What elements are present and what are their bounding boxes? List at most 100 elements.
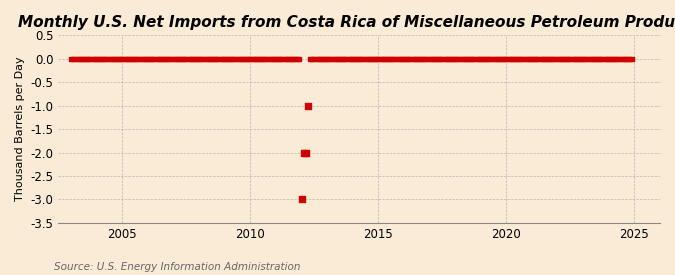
Point: [369, 57, 379, 61]
Point: [109, 57, 119, 61]
Point: [100, 57, 111, 61]
Point: [561, 57, 572, 61]
Point: [506, 57, 516, 61]
Point: [471, 57, 482, 61]
Point: [117, 57, 128, 61]
Point: [569, 57, 580, 61]
Point: [418, 57, 429, 61]
Point: [78, 57, 89, 61]
Point: [228, 57, 239, 61]
Point: [501, 57, 512, 61]
Point: [320, 57, 331, 61]
Point: [622, 57, 633, 61]
Point: [392, 57, 403, 61]
Point: [614, 57, 625, 61]
Point: [388, 57, 399, 61]
Point: [245, 57, 256, 61]
Point: [284, 57, 294, 61]
Point: [126, 57, 136, 61]
Point: [535, 57, 546, 61]
Point: [290, 57, 300, 61]
Point: [200, 57, 211, 61]
Point: [533, 57, 544, 61]
Point: [168, 57, 179, 61]
Text: Source: U.S. Energy Information Administration: Source: U.S. Energy Information Administ…: [54, 262, 300, 272]
Point: [202, 57, 213, 61]
Point: [298, 150, 309, 155]
Point: [595, 57, 605, 61]
Point: [213, 57, 224, 61]
Point: [627, 57, 638, 61]
Point: [354, 57, 364, 61]
Point: [300, 150, 311, 155]
Point: [217, 57, 228, 61]
Point: [396, 57, 407, 61]
Point: [85, 57, 96, 61]
Point: [411, 57, 422, 61]
Point: [546, 57, 557, 61]
Point: [567, 57, 578, 61]
Point: [183, 57, 194, 61]
Point: [431, 57, 441, 61]
Point: [364, 57, 375, 61]
Point: [572, 57, 583, 61]
Point: [292, 57, 302, 61]
Point: [539, 57, 550, 61]
Point: [192, 57, 202, 61]
Point: [275, 57, 286, 61]
Point: [122, 57, 132, 61]
Point: [102, 57, 113, 61]
Point: [104, 57, 115, 61]
Point: [520, 57, 531, 61]
Point: [74, 57, 85, 61]
Point: [450, 57, 460, 61]
Point: [140, 57, 151, 61]
Point: [381, 57, 392, 61]
Point: [68, 57, 79, 61]
Point: [543, 57, 554, 61]
Point: [416, 57, 427, 61]
Y-axis label: Thousand Barrels per Day: Thousand Barrels per Day: [15, 57, 25, 201]
Point: [508, 57, 518, 61]
Point: [462, 57, 473, 61]
Point: [324, 57, 335, 61]
Point: [194, 57, 205, 61]
Point: [495, 57, 506, 61]
Point: [362, 57, 373, 61]
Point: [565, 57, 576, 61]
Point: [427, 57, 437, 61]
Point: [477, 57, 488, 61]
Point: [403, 57, 414, 61]
Point: [618, 57, 629, 61]
Point: [401, 57, 412, 61]
Point: [497, 57, 508, 61]
Point: [175, 57, 186, 61]
Point: [247, 57, 258, 61]
Point: [243, 57, 254, 61]
Point: [262, 57, 273, 61]
Point: [399, 57, 410, 61]
Point: [91, 57, 102, 61]
Point: [337, 57, 348, 61]
Point: [475, 57, 486, 61]
Point: [371, 57, 381, 61]
Point: [531, 57, 541, 61]
Point: [147, 57, 158, 61]
Point: [254, 57, 265, 61]
Point: [437, 57, 448, 61]
Point: [350, 57, 360, 61]
Point: [311, 57, 322, 61]
Point: [433, 57, 443, 61]
Point: [591, 57, 601, 61]
Point: [162, 57, 173, 61]
Point: [119, 57, 130, 61]
Point: [234, 57, 245, 61]
Point: [186, 57, 196, 61]
Point: [578, 57, 589, 61]
Point: [441, 57, 452, 61]
Point: [625, 57, 636, 61]
Point: [490, 57, 501, 61]
Point: [360, 57, 371, 61]
Point: [343, 57, 354, 61]
Point: [166, 57, 177, 61]
